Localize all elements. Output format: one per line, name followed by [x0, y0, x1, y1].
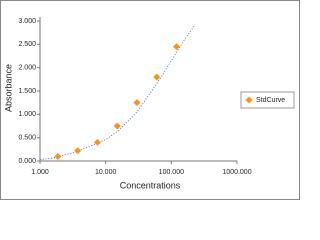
y-tick-label: 3.000 [18, 18, 36, 25]
legend-box [240, 91, 295, 109]
point [113, 122, 121, 130]
x-tick-label: 1000.000 [222, 169, 251, 176]
legend-marker [245, 96, 253, 104]
y-tick-label: 0.500 [18, 135, 36, 142]
chart: Concentrations Absorbance 0.000 0.500 1.00… [0, 0, 300, 200]
y-tick-label: 0.000 [18, 158, 36, 165]
y-tick-label: 2.500 [18, 41, 36, 48]
point [153, 73, 161, 81]
y-tick-label: 1.000 [18, 111, 36, 118]
point [54, 152, 62, 160]
fit-curve [39, 24, 196, 161]
y-tick-label: 2.000 [18, 65, 36, 72]
legend-label: StdCurve [256, 97, 285, 104]
x-tick-label: 100.000 [159, 169, 184, 176]
point [133, 99, 141, 107]
y-tick-label: 1.500 [18, 88, 36, 95]
x-axis-label: Concentrations [120, 180, 181, 190]
point [173, 43, 181, 51]
point [74, 147, 82, 155]
x-tick-label: 1.000 [31, 169, 49, 176]
y-axis-label: Absorbance [3, 64, 13, 112]
x-tick-label: 10.000 [95, 169, 117, 176]
point [93, 138, 101, 146]
